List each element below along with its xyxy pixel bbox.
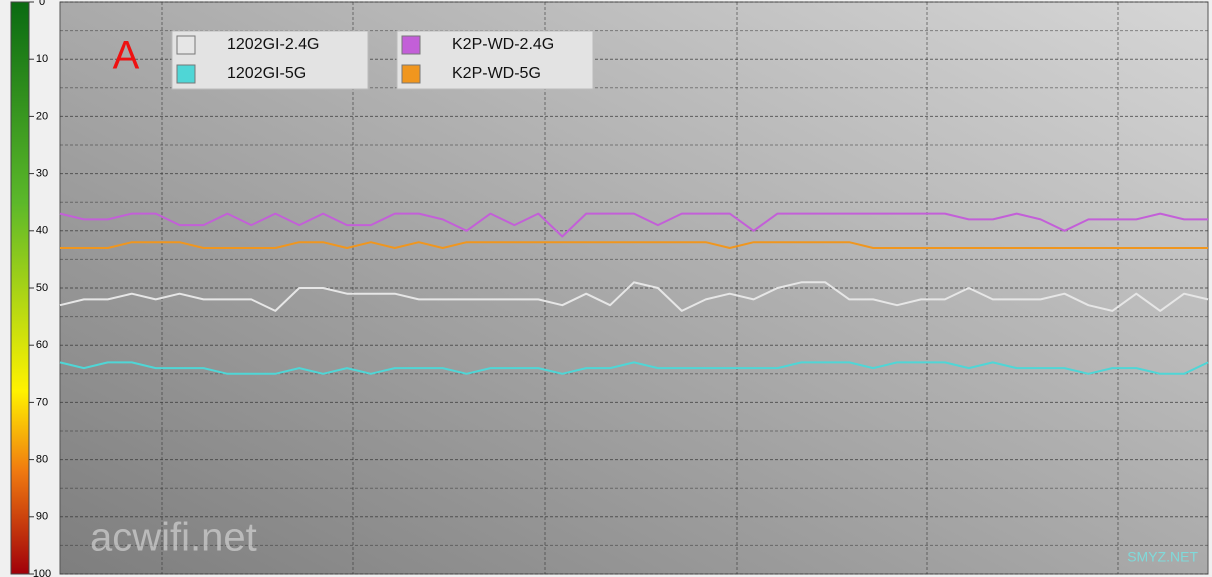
y-tick-label: 50 xyxy=(36,282,48,294)
series-line xyxy=(60,241,1208,249)
series-line xyxy=(59,281,1209,312)
y-tick-label: 10 xyxy=(36,53,48,65)
y-tick-label: 40 xyxy=(36,225,48,237)
color-scale xyxy=(10,1,30,575)
legend-box xyxy=(396,30,594,90)
legend-swatch xyxy=(401,64,421,84)
y-tick-label: 30 xyxy=(36,168,48,180)
series-line xyxy=(59,212,1208,238)
y-tick-label: 60 xyxy=(36,339,48,351)
legend-label: 1202GI-2.4G xyxy=(227,36,320,53)
y-tick-label: 100 xyxy=(33,568,51,577)
y-tick-label: 70 xyxy=(36,396,48,408)
y-tick-label: 20 xyxy=(36,110,48,122)
legend-box xyxy=(171,30,369,90)
watermark: SMYZ.NET xyxy=(1127,549,1198,565)
legend-label: K2P-WD-2.4G xyxy=(452,36,554,53)
y-tick-label: 80 xyxy=(36,454,48,466)
series-line xyxy=(59,361,1209,375)
legend-label: 1202GI-5G xyxy=(227,65,306,82)
legend-swatch xyxy=(176,35,196,55)
legend-swatch xyxy=(401,35,421,55)
y-tick-label: 90 xyxy=(36,511,48,523)
legend-label: K2P-WD-5G xyxy=(452,65,541,82)
watermark: acwifi.net xyxy=(90,516,257,560)
legend-swatch xyxy=(176,64,196,84)
annotation: A xyxy=(113,34,140,78)
y-tick-label: 0 xyxy=(39,0,45,8)
